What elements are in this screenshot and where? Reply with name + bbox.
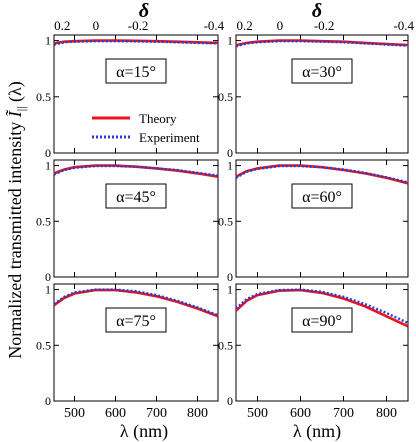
panel-2: 0 0.5 10.2 0 -0.2 -0.4 α=30°	[218, 18, 414, 160]
y-tick-label: 0	[227, 146, 233, 160]
panel-frame	[53, 34, 219, 154]
x-tick-label: 600	[105, 406, 126, 421]
annotation-label: α=45°	[116, 189, 156, 206]
y-tick-label: 1	[45, 34, 51, 48]
y-tick-label: 0.5	[36, 90, 51, 104]
series-line-theory	[235, 39, 409, 47]
series-line-experiment	[235, 164, 409, 184]
series-line-experiment	[53, 40, 219, 46]
y-axis-label-prefix: Normalized transmitted intensity	[5, 117, 25, 358]
x-tick-label: 700	[333, 406, 354, 421]
y-tick-label: 0.5	[218, 338, 233, 352]
y-tick-label: 1	[227, 159, 233, 173]
y-tick-label: 1	[227, 283, 233, 297]
top-tick-label: 0	[93, 18, 100, 33]
y-tick-label: 1	[227, 34, 233, 48]
x-axis-label-right: λ (nm)	[293, 421, 341, 442]
panel-frame	[53, 159, 219, 278]
annotation-box	[291, 58, 353, 84]
top-tick-label: 0	[277, 18, 284, 33]
annotation-label: α=15°	[116, 64, 156, 81]
top-tick-label: -0.2	[314, 18, 335, 33]
y-axis-label-suffix: (λ)	[5, 81, 26, 106]
y-tick-label: 0.5	[36, 338, 51, 352]
y-tick-label: 0	[45, 146, 51, 160]
top-tick-label: -0.2	[128, 18, 149, 33]
y-axis-label: Normalized transmitted intensity Ĩ|| (λ)	[5, 81, 28, 358]
annotation-box	[291, 307, 353, 333]
x-tick-label: 700	[146, 406, 167, 421]
top-tick-label: 0.2	[54, 18, 70, 33]
y-axis-label-subscript: ||	[14, 106, 28, 111]
top-tick-label: -0.4	[204, 18, 225, 33]
y-tick-label: 0	[45, 394, 51, 408]
annotation-label: α=30°	[302, 64, 342, 81]
annotation-box	[105, 183, 167, 209]
y-tick-label: 1	[45, 159, 51, 173]
y-tick-label: 0.5	[218, 214, 233, 228]
y-axis-label-symbol: Ĩ	[5, 109, 25, 118]
legend: Theory Experiment	[92, 111, 200, 145]
panels: 00.510.2 0 -0.2 -0.4α=15°00.510.2 0 -0.2 -0.4α…	[36, 18, 414, 421]
annotation-label: α=75°	[116, 313, 156, 330]
panel-4: 0 0.5 1 α=60°	[218, 159, 409, 284]
x-tick-label: 500	[247, 406, 268, 421]
top-axis-label-right: δ	[312, 0, 322, 22]
series-line-experiment	[53, 164, 219, 177]
panel-frame	[235, 159, 409, 278]
y-tick-label: 0	[227, 270, 233, 284]
y-tick-label: 0.5	[36, 214, 51, 228]
annotation-box	[291, 183, 353, 209]
panel-5: 0 0.5 1 500 600 700 800 α=75°	[36, 283, 219, 421]
panel-6: 0 0.5 1 500 600 700 800 α=90°	[218, 283, 409, 421]
annotation-label: α=90°	[302, 313, 342, 330]
y-tick-label: 0.5	[218, 90, 233, 104]
panel-1: 0 0.5 10.2 0 -0.2 -0.4 α=15°	[36, 18, 225, 160]
x-tick-label: 500	[64, 406, 85, 421]
panel-frame	[235, 34, 409, 154]
panel-frame	[53, 283, 219, 402]
x-axis-label-left: λ (nm)	[120, 421, 168, 442]
panel-frame	[235, 283, 409, 402]
x-tick-label: 800	[376, 406, 397, 421]
annotation-label: α=60°	[302, 189, 342, 206]
series-line-experiment	[235, 288, 409, 325]
top-tick-label: -0.4	[393, 18, 414, 33]
y-tick-label: 0	[227, 394, 233, 408]
top-tick-label: 0.2	[236, 18, 252, 33]
annotation-box	[105, 58, 167, 84]
top-axis-label-left: δ	[139, 0, 149, 22]
legend-theory-label: Theory	[139, 111, 177, 126]
x-tick-label: 800	[187, 406, 208, 421]
x-tick-label: 600	[290, 406, 311, 421]
y-tick-label: 1	[45, 283, 51, 297]
series-line-experiment	[235, 40, 409, 48]
y-tick-label: 0	[45, 270, 51, 284]
legend-experiment-label: Experiment	[139, 130, 200, 145]
annotation-box	[105, 307, 167, 333]
panel-3: 0 0.5 1 α=45°	[36, 159, 219, 284]
